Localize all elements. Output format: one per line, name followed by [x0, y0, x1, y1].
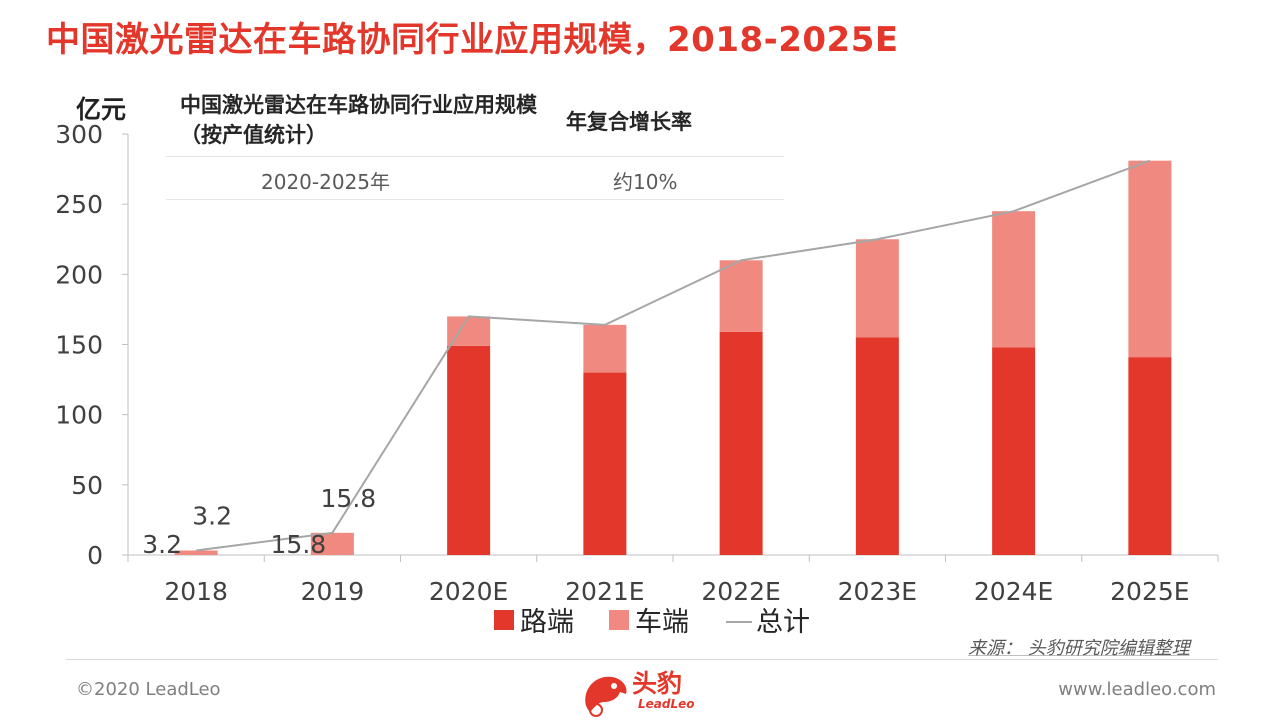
legend-swatch-vehicle [609, 610, 629, 630]
legend-label-total: 总计 [756, 607, 810, 638]
x-tick-label: 2024E [974, 577, 1053, 606]
bar-vehicle [719, 260, 763, 332]
footer-divider [66, 659, 1218, 660]
y-tick-label: 0 [87, 541, 103, 570]
cagr-header-rate: 年复合增长率 [566, 110, 692, 134]
cagr-table: 中国激光雷达在车路协同行业应用规模（按产值统计） 年复合增长率 2020-202… [166, 90, 784, 200]
bar-road [992, 347, 1036, 555]
x-tick-label: 2020E [429, 577, 508, 606]
leopard-icon [585, 676, 627, 717]
y-tick-label: 250 [55, 190, 103, 219]
data-label-road: 3.2 [142, 530, 182, 559]
y-axis-unit-label: 亿元 [76, 95, 127, 124]
source-note: 来源： 头豹研究院编辑整理 [968, 638, 1190, 659]
x-tick-label: 2023E [838, 577, 917, 606]
bar-vehicle [992, 211, 1036, 348]
y-tick-label: 300 [55, 120, 103, 149]
data-label-vehicle: 3.2 [192, 502, 232, 531]
x-tick-label: 2021E [565, 577, 644, 606]
bar-road [719, 331, 763, 555]
legend-label-road: 路端 [520, 607, 574, 638]
data-label-road: 15.8 [271, 530, 327, 559]
bar-vehicle [583, 324, 627, 373]
cagr-table-row: 2020-2025年 约10% [166, 157, 784, 200]
bar-vehicle [310, 532, 354, 555]
x-tick-label: 2022E [701, 577, 780, 606]
cagr-rate: 约10% [613, 170, 678, 194]
y-tick-label: 100 [55, 401, 103, 430]
y-tick-label: 50 [71, 471, 103, 500]
logo-subtext: LeadLeo [638, 697, 695, 711]
x-tick-label: 2018 [164, 577, 228, 606]
website-link[interactable]: www.leadleo.com [1058, 679, 1216, 700]
bar-road [1128, 357, 1172, 555]
page-title: 中国激光雷达在车路协同行业应用规模，2018-2025E [46, 20, 899, 60]
copyright-text: ©2020 LeadLeo [76, 679, 221, 700]
bar-vehicle [174, 550, 218, 555]
logo-text: 头豹 [632, 669, 683, 698]
bar-vehicle [855, 239, 899, 338]
legend-label-vehicle: 车端 [635, 607, 689, 638]
cagr-table-header: 中国激光雷达在车路协同行业应用规模（按产值统计） 年复合增长率 [166, 90, 784, 157]
cagr-header-metric: 中国激光雷达在车路协同行业应用规模（按产值统计） [180, 93, 537, 147]
bar-road [583, 372, 627, 555]
leadleo-logo: 头豹 LeadLeo [580, 664, 705, 718]
data-label-vehicle: 15.8 [321, 484, 377, 513]
y-tick-label: 200 [55, 260, 103, 289]
x-tick-label: 2019 [301, 577, 365, 606]
bar-road [447, 345, 491, 555]
total-line [195, 159, 1151, 552]
bar-road [855, 337, 899, 555]
y-tick-label: 150 [55, 331, 103, 360]
cagr-period: 2020-2025年 [261, 170, 391, 194]
legend-swatch-road [494, 610, 514, 630]
bar-vehicle [1128, 160, 1172, 358]
x-tick-label: 2025E [1110, 577, 1189, 606]
